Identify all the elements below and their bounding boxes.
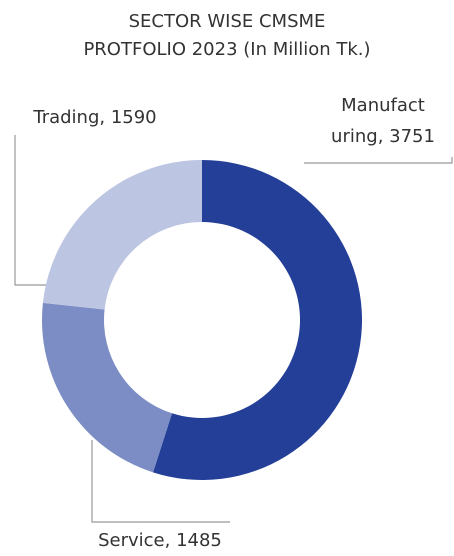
- leader-lines: [14, 135, 453, 523]
- donut-slice: [153, 160, 363, 480]
- chart-title: PROTFOLIO 2023 (In Million Tk.): [83, 39, 370, 60]
- data-label: Trading, 1590: [32, 107, 156, 128]
- data-label: Manufact: [341, 95, 425, 116]
- donut-slice: [42, 160, 202, 310]
- chart-title: SECTOR WISE CMSME: [129, 11, 326, 32]
- leader-line: [91, 440, 230, 523]
- data-label: Service, 1485: [98, 530, 222, 551]
- leader-line: [14, 135, 50, 286]
- data-label: uring, 3751: [331, 126, 435, 147]
- leader-line: [304, 157, 453, 164]
- donut-slice: [42, 302, 172, 473]
